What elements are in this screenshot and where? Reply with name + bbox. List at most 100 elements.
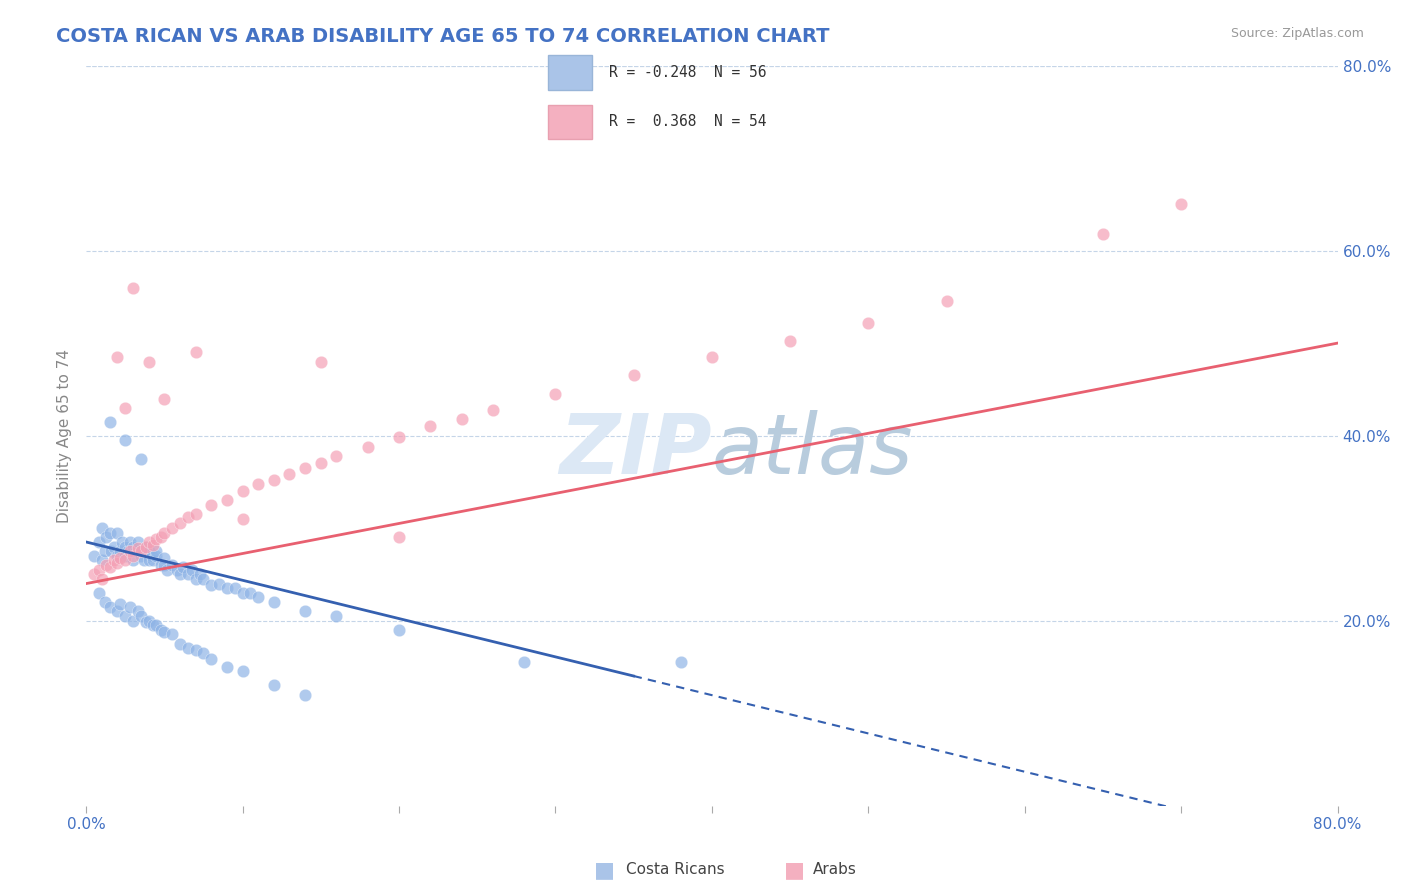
- Point: [263, 678, 285, 692]
- Point: [160, 627, 183, 641]
- Point: [160, 521, 183, 535]
- Point: [160, 558, 183, 573]
- Point: [388, 623, 411, 637]
- Point: [215, 660, 238, 674]
- Point: [127, 604, 149, 618]
- Point: [150, 623, 173, 637]
- Point: [184, 643, 207, 657]
- Point: [239, 586, 262, 600]
- Point: [325, 609, 347, 624]
- Point: [122, 614, 145, 628]
- Point: [114, 401, 136, 415]
- Point: [935, 294, 957, 309]
- Point: [96, 558, 118, 573]
- Text: R =  0.368  N = 54: R = 0.368 N = 54: [609, 114, 766, 129]
- Point: [184, 507, 207, 521]
- Point: [98, 415, 121, 429]
- Point: [122, 553, 145, 567]
- Point: [114, 549, 136, 563]
- Text: Arabs: Arabs: [813, 863, 856, 877]
- Point: [145, 544, 167, 558]
- Text: Costa Ricans: Costa Ricans: [626, 863, 724, 877]
- Point: [145, 549, 167, 563]
- Point: [114, 540, 136, 554]
- Point: [110, 544, 132, 558]
- Point: [166, 563, 188, 577]
- Point: [138, 354, 160, 368]
- Point: [83, 549, 105, 563]
- Point: [247, 476, 270, 491]
- Point: [87, 563, 110, 577]
- Point: [513, 655, 536, 669]
- Point: [224, 581, 246, 595]
- Point: [177, 641, 200, 656]
- Point: [114, 553, 136, 567]
- Point: [278, 467, 301, 482]
- Point: [114, 609, 136, 624]
- Point: [669, 655, 692, 669]
- Point: [118, 599, 141, 614]
- Text: R = -0.248  N = 56: R = -0.248 N = 56: [609, 65, 766, 80]
- Text: ■: ■: [785, 860, 804, 880]
- Point: [231, 484, 253, 499]
- Point: [100, 544, 122, 558]
- Point: [388, 530, 411, 544]
- Bar: [548, 55, 592, 89]
- Point: [129, 544, 152, 558]
- Point: [94, 595, 117, 609]
- Point: [98, 560, 121, 574]
- Point: [193, 646, 215, 660]
- Point: [153, 550, 176, 565]
- Point: [779, 334, 801, 349]
- Text: COSTA RICAN VS ARAB DISABILITY AGE 65 TO 74 CORRELATION CHART: COSTA RICAN VS ARAB DISABILITY AGE 65 TO…: [56, 27, 830, 45]
- Point: [96, 530, 118, 544]
- Point: [105, 525, 128, 540]
- Point: [114, 434, 136, 448]
- Point: [118, 544, 141, 558]
- Point: [125, 544, 148, 558]
- Point: [110, 550, 132, 565]
- Point: [215, 581, 238, 595]
- Point: [172, 560, 194, 574]
- Point: [105, 549, 128, 563]
- Text: ■: ■: [595, 860, 614, 880]
- Point: [134, 540, 156, 554]
- Point: [122, 549, 145, 563]
- Point: [134, 540, 156, 554]
- Point: [90, 553, 112, 567]
- Point: [127, 535, 149, 549]
- Point: [129, 544, 152, 558]
- Y-axis label: Disability Age 65 to 74: Disability Age 65 to 74: [58, 349, 72, 523]
- Point: [231, 512, 253, 526]
- Point: [105, 350, 128, 364]
- Point: [132, 553, 155, 567]
- Point: [103, 540, 125, 554]
- Point: [450, 412, 472, 426]
- Point: [208, 576, 231, 591]
- Point: [419, 419, 441, 434]
- Point: [247, 591, 270, 605]
- Point: [700, 350, 723, 364]
- Point: [110, 597, 132, 611]
- Point: [94, 544, 117, 558]
- Point: [98, 525, 121, 540]
- Point: [153, 624, 176, 639]
- Text: atlas: atlas: [711, 410, 914, 491]
- Point: [122, 540, 145, 554]
- Point: [142, 553, 165, 567]
- Point: [169, 516, 191, 531]
- Bar: [548, 104, 592, 139]
- Point: [129, 609, 152, 624]
- Point: [153, 558, 176, 573]
- Point: [388, 430, 411, 444]
- Point: [1170, 197, 1192, 211]
- Point: [200, 578, 222, 592]
- Point: [184, 572, 207, 586]
- Point: [263, 473, 285, 487]
- Point: [138, 535, 160, 549]
- Point: [200, 652, 222, 666]
- Point: [482, 402, 505, 417]
- Point: [138, 544, 160, 558]
- Point: [294, 688, 316, 702]
- Point: [90, 572, 112, 586]
